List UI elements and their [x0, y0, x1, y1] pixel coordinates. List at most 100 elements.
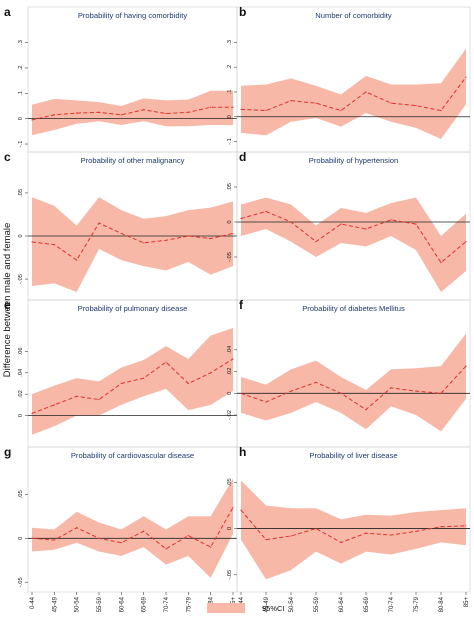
y-tick-label: -.05 — [227, 570, 233, 580]
estimate-point — [440, 262, 442, 264]
estimate-point — [187, 535, 189, 537]
panel-title: Probability of other malignancy — [81, 156, 185, 165]
y-tick-label: .04 — [227, 345, 233, 354]
estimate-point — [240, 217, 242, 220]
panels-group: a Probability of having comorbidity -.1 0 .1… — [4, 5, 471, 612]
estimate-point — [440, 109, 442, 112]
estimate-point — [415, 390, 417, 392]
x-tick-label: 60-64 — [119, 596, 125, 612]
estimate-point — [365, 532, 367, 534]
x-tick-label: 75-79 — [414, 596, 420, 612]
x-tick-label: 70-74 — [389, 596, 395, 612]
panel-c: c Probability of other malignancy -.05 0 .05 — [4, 150, 238, 301]
x-tick-label: 45-49 — [52, 596, 58, 612]
estimate-point — [53, 404, 55, 406]
estimate-point — [265, 109, 267, 112]
x-tick-label: 65-69 — [364, 596, 370, 612]
estimate-line — [31, 358, 234, 414]
legend-label: 95%CI — [262, 604, 285, 613]
estimate-point — [98, 111, 100, 113]
x-tick-label: 0-44 — [239, 596, 245, 609]
panel-title: Probability of liver disease — [309, 451, 397, 460]
estimate-line — [31, 507, 234, 550]
y-tick-label: .3 — [18, 40, 24, 45]
x-tick-label: 65-69 — [142, 596, 148, 612]
estimate-point — [465, 365, 467, 367]
x-tick-label: 55-59 — [97, 596, 103, 612]
estimate-point — [415, 530, 417, 532]
ci-band — [241, 480, 466, 580]
y-tick-label: 0 — [18, 537, 24, 540]
y-tick-label: .2 — [18, 66, 24, 71]
estimate-point — [340, 541, 342, 544]
estimate-point — [120, 542, 122, 544]
estimate-point — [290, 535, 292, 537]
y-tick-label: 0 — [227, 220, 233, 223]
estimate-point — [415, 105, 417, 107]
estimate-point — [120, 232, 122, 235]
estimate-point — [165, 112, 167, 115]
y-tick-label: -.05 — [18, 274, 24, 284]
y-tick-label: .05 — [227, 183, 233, 191]
estimate-point — [143, 530, 145, 532]
estimate-point — [465, 241, 467, 243]
panel-frame — [236, 446, 471, 593]
legend-swatch — [207, 603, 245, 613]
estimate-point — [365, 91, 367, 93]
panel-title: Probability of cardiovascular disease — [71, 451, 194, 460]
x-tick-label: 55-59 — [314, 596, 320, 612]
y-tick-label: -.05 — [18, 577, 24, 587]
estimate-point — [98, 537, 100, 539]
y-tick-label: -.05 — [227, 252, 233, 262]
estimate-line — [240, 509, 467, 543]
panel-letter: c — [4, 150, 11, 164]
estimate-point — [210, 106, 212, 108]
estimate-point — [240, 392, 242, 394]
y-tick-label: 0 — [18, 117, 24, 120]
panel-title: Probability of hypertension — [309, 156, 399, 165]
y-axis-title: Difference between male and female — [2, 223, 13, 378]
y-tick-label: .1 — [18, 91, 24, 96]
estimate-point — [290, 221, 292, 223]
panel-letter: g — [4, 445, 11, 459]
estimate-point — [365, 409, 367, 411]
estimate-point — [187, 111, 189, 113]
estimate-point — [265, 210, 267, 213]
estimate-point — [340, 109, 342, 112]
x-tick-label: 0-44 — [30, 596, 36, 609]
y-tick-label: .04 — [18, 368, 24, 377]
panel-g: g Probability of cardiovascular disease -.… — [4, 445, 238, 612]
estimate-point — [232, 506, 234, 509]
estimate-point — [210, 237, 212, 240]
panel-letter: a — [4, 5, 11, 19]
panel-d: d Probability of hypertension -.05 0 .05 — [227, 150, 471, 301]
y-tick-label: 0 — [227, 392, 233, 395]
estimate-point — [365, 228, 367, 230]
y-tick-label: -.02 — [227, 410, 233, 420]
y-tick-label: .3 — [227, 40, 233, 45]
estimate-point — [290, 390, 292, 392]
estimate-point — [315, 241, 317, 243]
estimate-point — [31, 412, 33, 414]
estimate-point — [187, 235, 189, 237]
estimate-point — [53, 114, 55, 116]
estimate-point — [76, 527, 78, 529]
estimate-point — [390, 219, 392, 221]
ci-band — [241, 333, 466, 432]
x-tick-label: 75-79 — [186, 596, 192, 612]
panel-title: Number of comorbidity — [315, 11, 392, 20]
estimate-point — [187, 382, 189, 385]
panel-title: Probability of diabetes Mellitus — [302, 304, 405, 313]
estimate-point — [165, 548, 167, 550]
ci-band — [32, 478, 233, 578]
x-tick-label: 45-49 — [264, 596, 270, 612]
panel-title: Probability of having comorbidity — [78, 11, 188, 20]
estimate-point — [210, 372, 212, 374]
y-tick-label: 0 — [18, 414, 24, 417]
panel-letter: b — [239, 5, 246, 19]
y-tick-label: .02 — [227, 367, 233, 375]
estimate-point — [440, 392, 442, 394]
estimate-point — [53, 244, 55, 246]
x-tick-label: 80-84 — [439, 596, 445, 612]
